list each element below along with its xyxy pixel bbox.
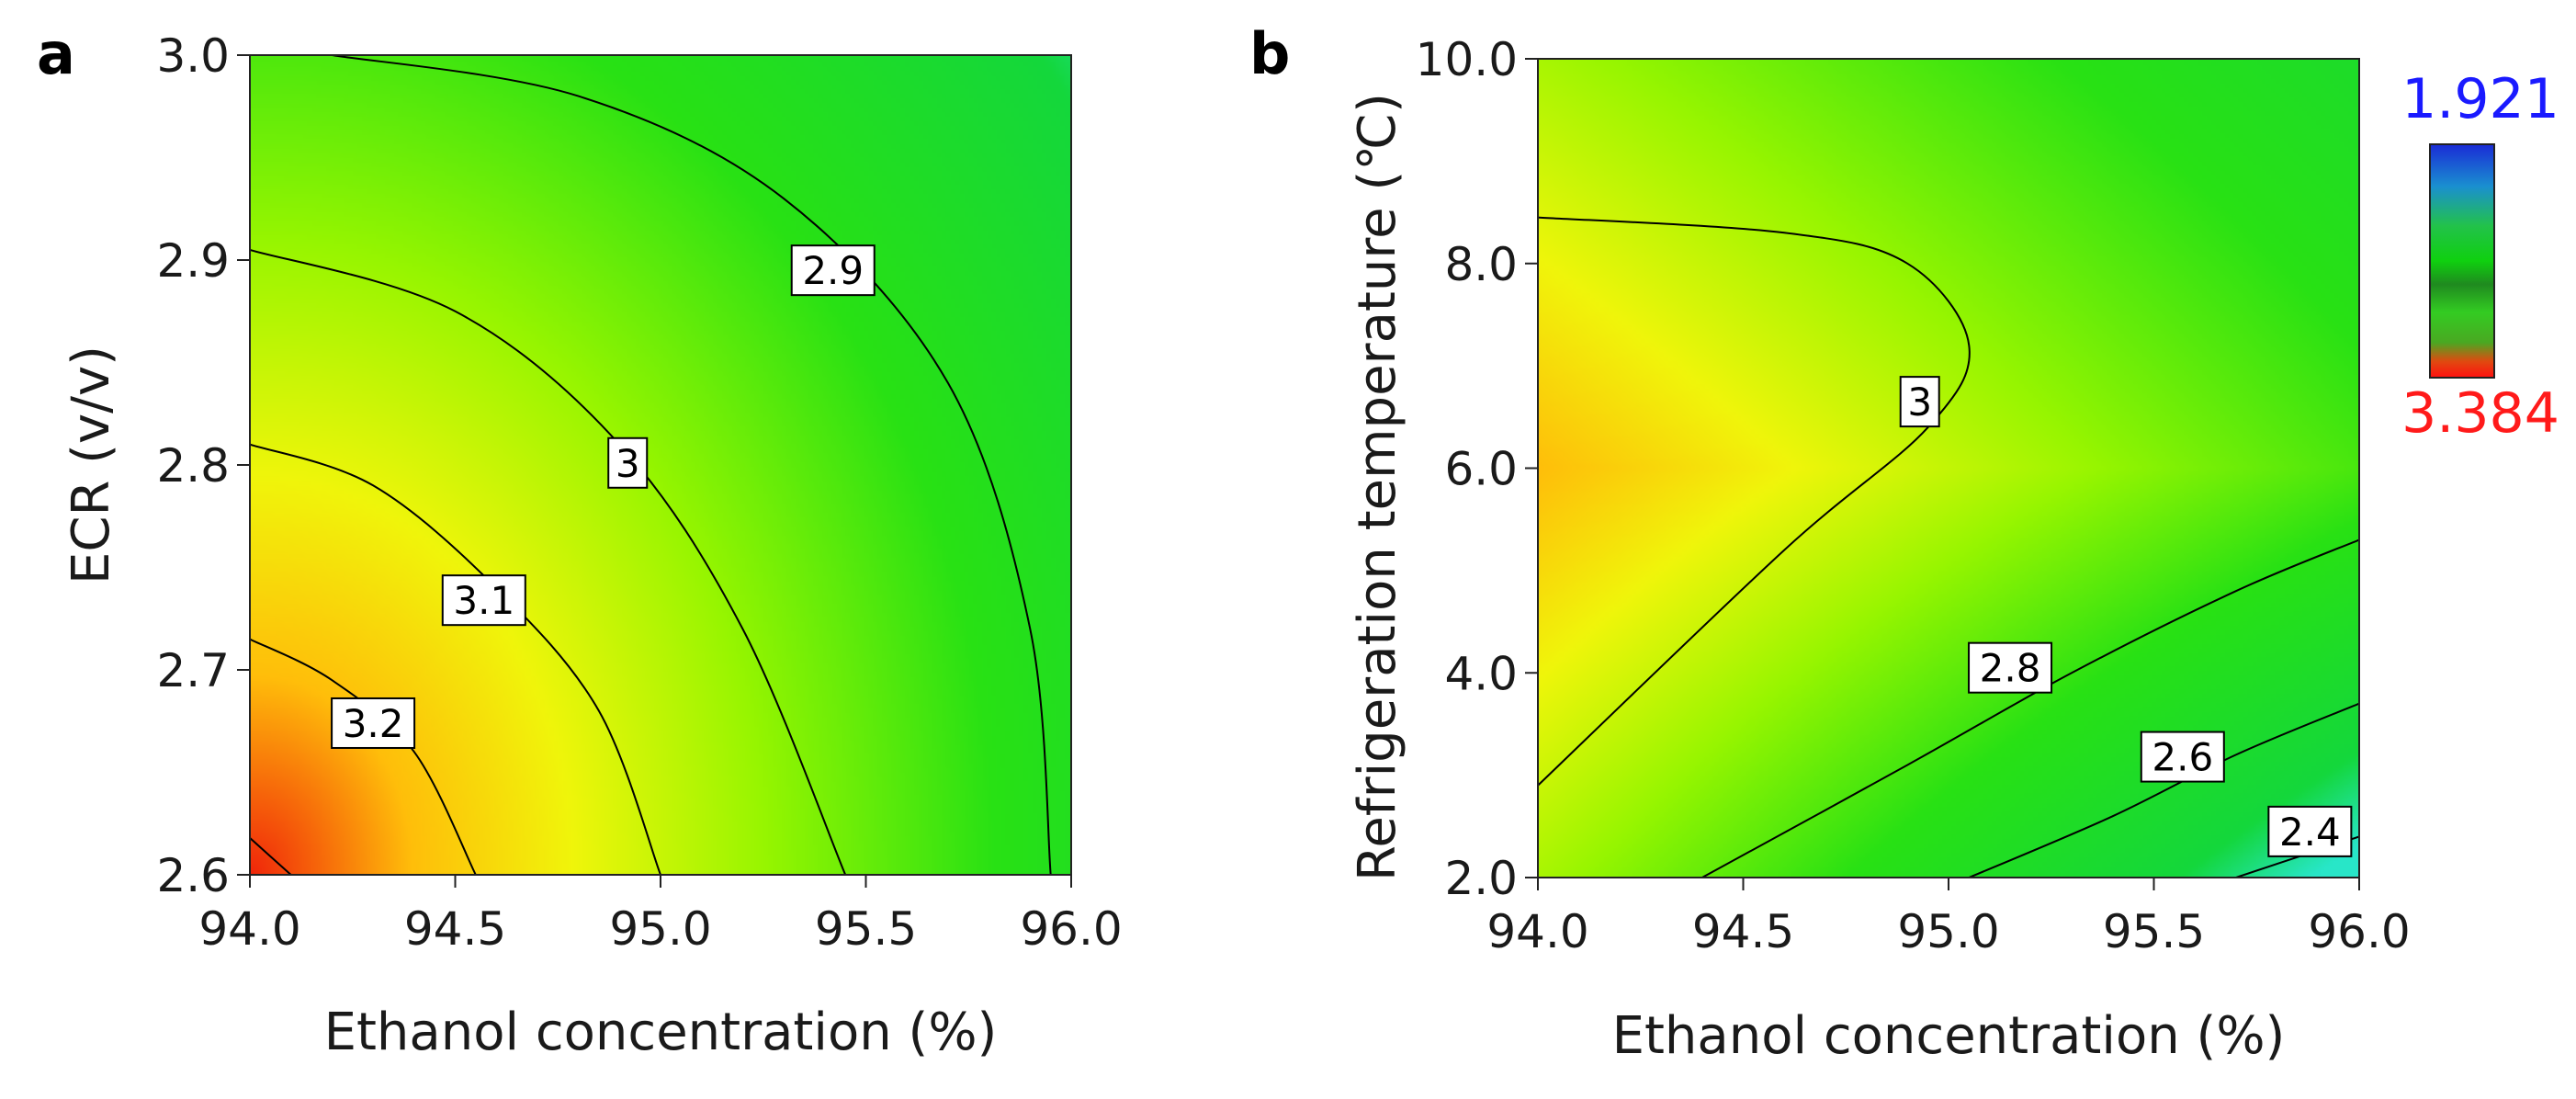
- panel-b-y-axis-label: Refrigeration temperature (℃): [1348, 93, 1407, 881]
- panel-a-x-tick-label-1: 94.5: [404, 902, 506, 956]
- panel-a-x-tick-label-4: 96.0: [1020, 902, 1122, 956]
- panel-a-y-axis-label: ECR (v/v): [62, 346, 121, 584]
- panel-b-contour-labels: 3 2.8 2.6 2.4: [1899, 376, 2353, 857]
- panel-b-contour-label-box-1: [1968, 641, 2053, 694]
- panel-b-contour-label-text-0: 3: [1907, 380, 1932, 425]
- panel-b-contour-label-text-3: 2.4: [2279, 810, 2341, 855]
- panel-a-contour-label-text-2: 3.1: [453, 578, 514, 623]
- panel-b-x-tick-label-4: 96.0: [2308, 905, 2410, 958]
- panel-b-contour-line-2: [1968, 702, 2359, 878]
- panel-a-contour-label-text-1: 3: [616, 441, 640, 486]
- panel-a-x-tick-label-0: 94.0: [198, 902, 300, 956]
- panel-b-contour-label-3: 2.4: [2267, 805, 2353, 857]
- panel-b-x-tick-label-1: 94.5: [1692, 905, 1794, 958]
- panel-a-contour-label-box-2: [441, 574, 526, 627]
- panel-b-ticks: 94.0 94.5 95.0 95.5 96.0 2.0 4.0 6.0 8.0 10.0: [1416, 33, 2411, 958]
- panel-a-contour-label-box-3: [331, 697, 416, 749]
- panel-b-contour-label-1: 2.8: [1968, 641, 2053, 694]
- panel-a-contour-label-1: 3: [607, 436, 649, 489]
- panel-a-contour-line-0: [332, 55, 1052, 875]
- colorbar: 1.921 3.384: [2401, 67, 2559, 446]
- panel-b-contour-label-box-3: [2267, 805, 2353, 857]
- panel-b-contour-label-box-2: [2140, 731, 2225, 783]
- panel-b-y-tick-label-3: 8.0: [1444, 238, 1518, 291]
- panel-a-x-tick-label-3: 95.5: [815, 902, 917, 956]
- panel-b: 3 2.8 2.6 2.4 94.0 94.5 95.0 95.5 96.0 2.0 4.0 6.0…: [1249, 20, 2411, 1066]
- panel-a-contour-label-2: 3.1: [441, 574, 526, 627]
- panel-a-x-tick-label-2: 95.0: [609, 902, 711, 956]
- panel-a-contour-label-3: 3.2: [331, 697, 416, 749]
- panel-b-y-tick-label-1: 4.0: [1444, 647, 1518, 700]
- panel-a-contour-label-box-0: [790, 244, 876, 297]
- panel-a-letter: a: [37, 20, 75, 87]
- colorbar-min-label: 3.384: [2401, 381, 2559, 446]
- panel-a-contour-label-box-1: [607, 436, 649, 489]
- panel-a-y-tick-label-3: 2.9: [156, 234, 230, 288]
- panel-b-letter: b: [1249, 20, 1290, 87]
- panel-a-contour-line-4: [250, 837, 292, 875]
- panel-a-contour-label-text-0: 2.9: [802, 248, 864, 293]
- panel-a-y-tick-label-2: 2.8: [156, 439, 230, 493]
- panel-b-contours: [1538, 216, 2359, 878]
- panel-a-heatmap: [250, 55, 1071, 875]
- panel-b-x-axis-label: Ethanol concentration (%): [1612, 1006, 2286, 1066]
- panel-b-contour-label-text-2: 2.6: [2152, 735, 2213, 780]
- panel-a-contour-label-0: 2.9: [790, 244, 876, 297]
- panel-b-contour-label-box-0: [1899, 376, 1940, 428]
- panel-b-contour-label-0: 3: [1899, 376, 1940, 428]
- panel-b-contour-label-2: 2.6: [2140, 731, 2225, 783]
- panel-b-y-tick-label-0: 2.0: [1444, 852, 1518, 905]
- panel-b-x-tick-label-2: 95.0: [1897, 905, 1999, 958]
- panel-a-y-tick-label-1: 2.7: [156, 644, 230, 697]
- panel-b-y-tick-label-2: 6.0: [1444, 443, 1518, 496]
- panel-b-contour-line-1: [1701, 538, 2359, 878]
- panel-a-y-tick-label-0: 2.6: [156, 849, 230, 902]
- colorbar-gradient: [2429, 143, 2495, 379]
- panel-a-y-tick-label-4: 3.0: [156, 29, 230, 83]
- panel-a-contour-labels: 2.9 3 3.1 3.2: [331, 244, 876, 749]
- panel-a-x-axis-label: Ethanol concentration (%): [324, 1003, 998, 1062]
- panel-b-x-tick-label-3: 95.5: [2103, 905, 2205, 958]
- panel-b-x-tick-label-0: 94.0: [1486, 905, 1588, 958]
- panel-b-contour-line-0: [1538, 216, 1971, 787]
- panel-b-contour-label-text-1: 2.8: [1980, 646, 2041, 691]
- colorbar-max-label: 1.921: [2401, 67, 2559, 131]
- panel-a-ticks: 94.0 94.5 95.0 95.5 96.0 2.6 2.7 2.8 2.9 3.0: [156, 29, 1122, 956]
- panel-b-y-tick-label-4: 10.0: [1416, 33, 1518, 86]
- panel-a-contour-label-text-3: 3.2: [343, 701, 404, 746]
- panel-a: 2.9 3 3.1 3.2 94.0 94.5 95.0 95.5 96.0 2.6 2.7 2.8…: [37, 20, 1123, 1062]
